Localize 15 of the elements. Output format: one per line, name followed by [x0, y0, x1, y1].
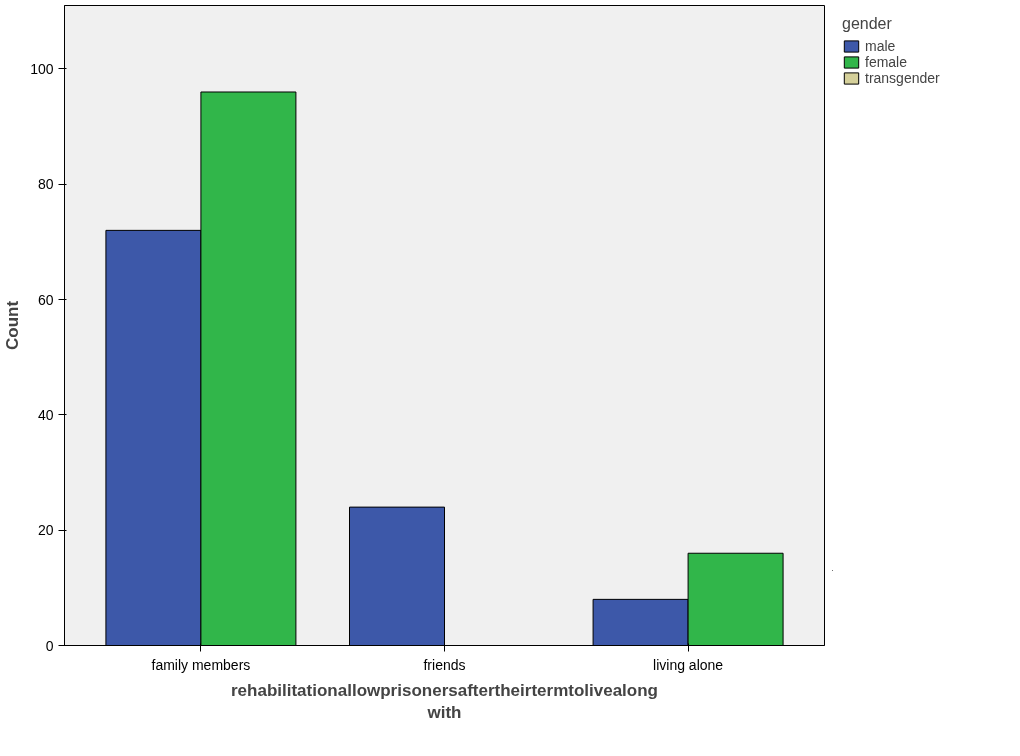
y-tick-label: 80: [37, 176, 54, 193]
legend-title: gender: [842, 15, 893, 33]
y-tick-label: 40: [37, 406, 54, 423]
y-tick-label: 100: [30, 60, 54, 77]
x-tick-label: living alone: [653, 656, 724, 673]
x-tick-label: family members: [151, 656, 251, 673]
x-tick-label: friends: [423, 656, 466, 673]
legend-label: female: [865, 54, 908, 70]
legend-label: transgender: [865, 70, 940, 86]
y-tick-label: 20: [37, 522, 54, 539]
y-axis-title: Count: [3, 300, 23, 351]
x-axis-title: rehabilitationallowprisonersaftertheirtermtolivealong with: [231, 680, 658, 723]
y-tick-label: 60: [37, 291, 54, 308]
legend-label: male: [865, 38, 896, 54]
y-tick-label: 0: [45, 637, 54, 654]
